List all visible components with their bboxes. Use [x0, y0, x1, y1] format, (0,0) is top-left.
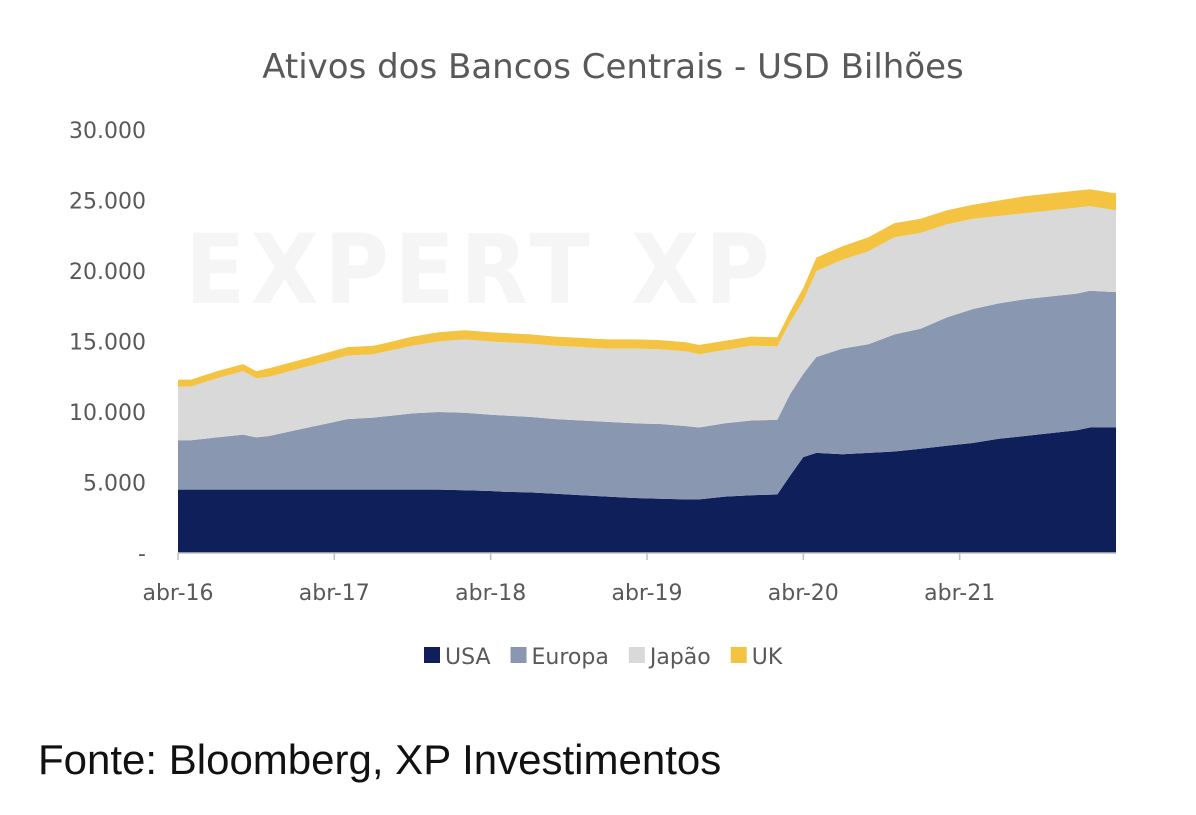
legend-swatch-uk: [730, 647, 747, 663]
watermark: EXPERT XP: [185, 214, 775, 326]
x-tick-label: abr-20: [768, 581, 839, 606]
x-tick-label: abr-19: [611, 581, 682, 606]
legend: USA Europa Japão UK: [424, 645, 783, 670]
area-series-group: [178, 189, 1116, 553]
y-tick-label: 15.000: [69, 331, 146, 356]
y-tick-label: 10.000: [69, 401, 146, 426]
y-tick-label: -: [138, 542, 146, 567]
plot-area: EXPERT XP: [178, 189, 1116, 553]
y-tick-label: 25.000: [69, 190, 146, 215]
legend-swatch-japao: [628, 647, 645, 663]
y-tick-label: 20.000: [69, 260, 146, 285]
area-series-europa: [178, 290, 1116, 500]
legend-label-uk: UK: [752, 645, 783, 670]
x-tick-label: abr-16: [142, 581, 213, 606]
area-series-uk: [178, 189, 1116, 387]
x-tick-label: abr-18: [455, 581, 526, 606]
legend-label-europa: Europa: [532, 645, 609, 670]
x-tick-label: abr-17: [299, 581, 370, 606]
area-series-usa: [178, 427, 1116, 553]
x-tick-label: abr-21: [924, 581, 995, 606]
y-tick-label: 5.000: [83, 472, 146, 497]
x-axis: abr-16 abr-17 abr-18 abr-19 abr-20 abr-21: [142, 552, 1116, 606]
y-tick-label: 30.000: [69, 119, 146, 144]
area-series-japao: [178, 206, 1116, 441]
chart: Ativos dos Bancos Centrais - USD Bilhões…: [69, 47, 1116, 670]
legend-swatch-europa: [510, 647, 527, 663]
chart-title: Ativos dos Bancos Centrais - USD Bilhões: [262, 47, 964, 87]
source-note: Fonte: Bloomberg, XP Investimentos: [38, 736, 722, 783]
legend-swatch-usa: [424, 647, 440, 663]
legend-label-usa: USA: [445, 645, 491, 670]
legend-label-japao: Japão: [648, 645, 711, 670]
y-axis: 30.000 25.000 20.000 15.000 10.000 5.000 -: [69, 119, 146, 567]
